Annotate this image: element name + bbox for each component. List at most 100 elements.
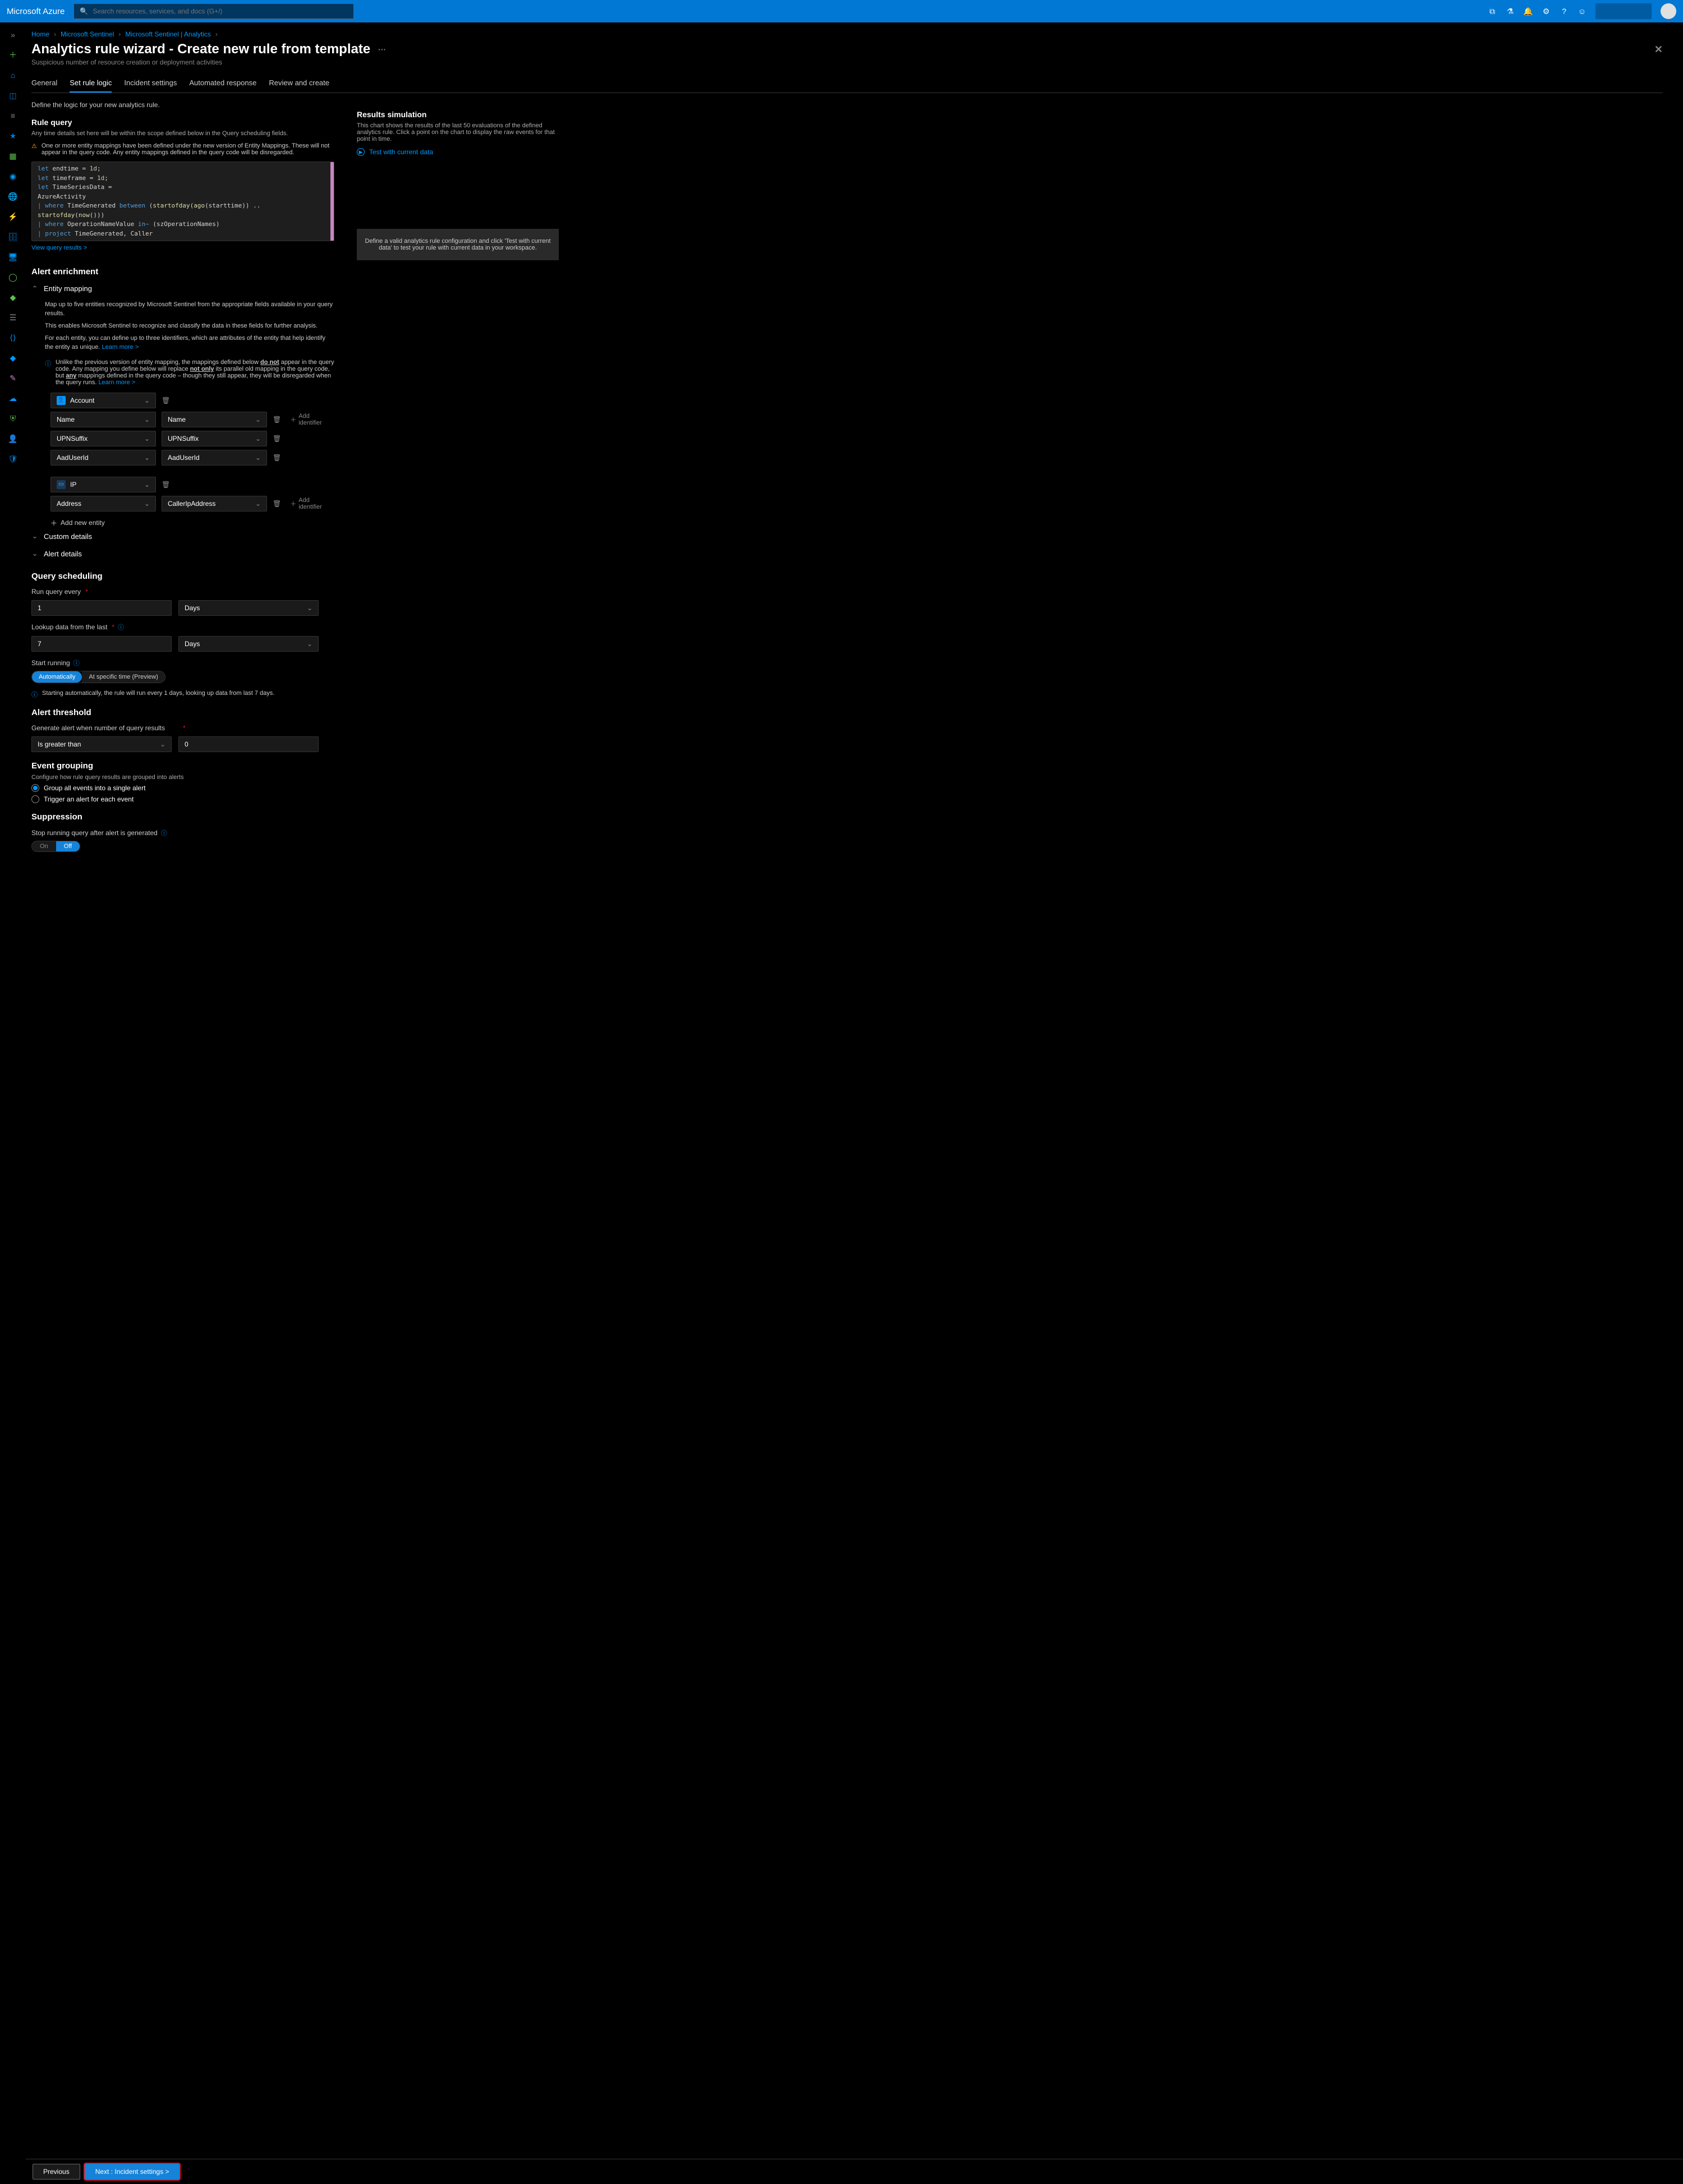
nav-bolt-icon[interactable]: ⚡ [5,209,21,224]
delete-icon[interactable]: 🗑 [273,435,281,443]
info-icon[interactable]: ⓘ [161,828,167,837]
nav-db-icon[interactable]: 🗄 [5,229,21,245]
filter-icon[interactable]: ⚗ [1506,7,1515,16]
nav-resource-icon[interactable]: ◉ [5,168,21,184]
group-all-radio[interactable]: Group all events into a single alert [31,784,334,792]
identifier-value-select[interactable]: CallerIpAddress⌄ [162,496,267,512]
nav-code-icon[interactable]: ⟨⟩ [5,330,21,345]
learn-more-link[interactable]: Learn more > [102,344,139,351]
query-editor[interactable]: ⤢ let endtime = 1d;let timeframe = 1d;le… [31,162,334,241]
directory-switcher[interactable] [1595,3,1652,19]
nav-vm-icon[interactable]: 🖥 [5,249,21,265]
radio-unchecked-icon [31,795,39,803]
suppression-toggle[interactable]: On Off [31,841,80,852]
nav-diamond2-icon[interactable]: ◆ [5,350,21,366]
info-icon[interactable]: ⓘ [118,623,124,632]
plus-icon: ＋ [290,499,296,508]
alert-details-header[interactable]: ⌄ Alert details [31,545,334,563]
suppression-label: Stop running query after alert is genera… [31,829,158,837]
global-search[interactable]: 🔍 [73,3,354,19]
tab-review-create[interactable]: Review and create [269,74,329,93]
info-icon[interactable]: ⓘ [73,658,80,667]
cloud-shell-icon[interactable]: ⧉ [1488,7,1497,16]
entity-mapping-p3: For each entity, you can define up to th… [45,334,334,352]
lookup-input[interactable] [31,636,172,652]
nav-cloud-icon[interactable]: ☁ [5,390,21,406]
view-query-results-link[interactable]: View query results > [31,245,334,251]
start-running-label: Start running [31,659,70,667]
nav-user-icon[interactable]: 👤 [5,431,21,446]
entity-type-select[interactable]: ▭ IP ⌄ [50,477,156,492]
previous-button[interactable]: Previous [33,2164,80,2180]
start-running-toggle[interactable]: Automatically At specific time (Preview) [31,671,165,683]
run-every-unit-select[interactable]: Days⌄ [178,600,319,616]
lookup-unit-select[interactable]: Days⌄ [178,636,319,652]
add-identifier-button[interactable]: ＋Add identifier [290,413,334,426]
settings-icon[interactable]: ⚙ [1542,7,1551,16]
breadcrumb-analytics[interactable]: Microsoft Sentinel | Analytics [125,30,211,38]
identifier-field-select[interactable]: AadUserId⌄ [50,450,156,466]
nav-globe-icon[interactable]: 🌐 [5,188,21,204]
tab-set-rule-logic[interactable]: Set rule logic [70,74,112,93]
identifier-value-select[interactable]: UPNSuffix⌄ [162,431,267,446]
nav-expand-icon[interactable]: » [5,27,21,43]
nav-shield2-icon[interactable]: 🛡 [5,451,21,467]
trigger-each-radio[interactable]: Trigger an alert for each event [31,795,334,803]
run-every-input[interactable] [31,600,172,616]
nav-star-icon[interactable]: ★ [5,128,21,144]
warning-icon: ⚠ [31,142,37,156]
nav-diamond-icon[interactable]: ◆ [5,289,21,305]
identifier-value-select[interactable]: Name⌄ [162,412,267,427]
identifier-value-select[interactable]: AadUserId⌄ [162,450,267,466]
delete-icon[interactable]: 🗑 [273,416,281,423]
breadcrumb-sentinel[interactable]: Microsoft Sentinel [61,30,114,38]
delete-icon[interactable]: 🗑 [162,481,170,489]
threshold-op-select[interactable]: Is greater than⌄ [31,736,172,752]
suppression-on-option[interactable]: On [32,841,56,851]
help-icon[interactable]: ? [1560,7,1569,16]
identifier-field-select[interactable]: Address⌄ [50,496,156,512]
start-specific-option[interactable]: At specific time (Preview) [82,671,164,683]
search-input[interactable] [93,7,348,15]
identifier-field-select[interactable]: Name⌄ [50,412,156,427]
alert-enrichment-heading: Alert enrichment [31,267,334,277]
delete-icon[interactable]: 🗑 [162,397,170,404]
search-icon: 🔍 [80,7,88,15]
nav-ring-icon[interactable]: ◯ [5,269,21,285]
more-icon[interactable]: ··· [378,45,386,54]
feedback-icon[interactable]: ☺ [1578,7,1587,16]
nav-stack-icon[interactable]: ☰ [5,310,21,325]
tab-incident-settings[interactable]: Incident settings [124,74,177,93]
next-button[interactable]: Next : Incident settings > [85,2164,180,2180]
notifications-icon[interactable]: 🔔 [1524,7,1533,16]
entity-mapping-label: Entity mapping [44,284,92,293]
radio-checked-icon [31,784,39,792]
add-identifier-button[interactable]: ＋Add identifier [290,497,334,510]
nav-create-icon[interactable]: ＋ [5,47,21,63]
test-with-data-button[interactable]: ▶ Test with current data [357,148,559,156]
results-sim-heading: Results simulation [357,110,559,119]
close-icon[interactable]: ✕ [1654,44,1663,56]
learn-more-link-2[interactable]: Learn more > [98,379,135,386]
nav-list-icon[interactable]: ≡ [5,108,21,123]
delete-icon[interactable]: 🗑 [273,500,281,508]
tab-general[interactable]: General [31,74,57,93]
entity-type-select[interactable]: 👤 Account ⌄ [50,393,156,408]
add-entity-button[interactable]: ＋ Add new entity [50,518,334,528]
nav-dashboard-icon[interactable]: ◫ [5,87,21,103]
start-auto-option[interactable]: Automatically [32,671,82,683]
avatar[interactable] [1661,3,1676,19]
expand-icon[interactable]: ⤢ [325,162,330,163]
custom-details-header[interactable]: ⌄ Custom details [31,528,334,545]
nav-apps-icon[interactable]: ▦ [5,148,21,164]
entity-mapping-header[interactable]: ⌃ Entity mapping [31,280,334,297]
tab-automated-response[interactable]: Automated response [189,74,256,93]
nav-home-icon[interactable]: ⌂ [5,67,21,83]
breadcrumb-home[interactable]: Home [31,30,49,38]
nav-pen-icon[interactable]: ✎ [5,370,21,386]
threshold-value-input[interactable] [178,736,319,752]
delete-icon[interactable]: 🗑 [273,454,281,462]
identifier-field-select[interactable]: UPNSuffix⌄ [50,431,156,446]
nav-shield-icon[interactable]: ⛨ [5,411,21,426]
suppression-off-option[interactable]: Off [56,841,80,851]
